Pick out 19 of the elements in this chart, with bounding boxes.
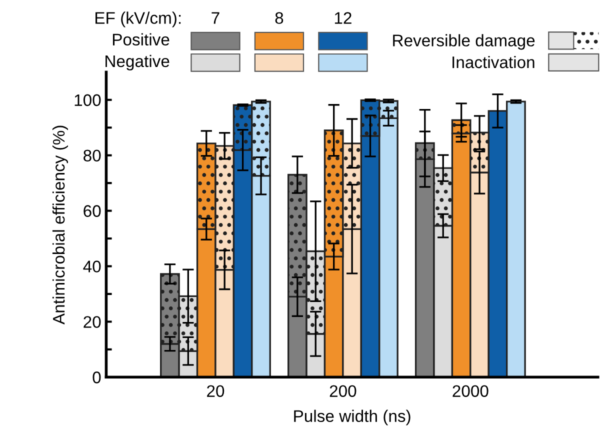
text: Negative (106, 54, 170, 70)
text: 12 (334, 12, 352, 24)
text: 200 (330, 385, 356, 398)
y-tick-label: 0 (92, 372, 101, 384)
legend-title: EF (kV/cm): (96, 12, 181, 28)
legend-label: Inactivation (452, 56, 534, 68)
y-tick-label: 20 (84, 316, 101, 328)
text: 20 (207, 385, 224, 398)
y-tick-label: 100 (74, 94, 101, 106)
text: 7 (212, 12, 220, 24)
x-axis-title: Pulse width (ns) (294, 410, 410, 426)
text: 8 (275, 12, 284, 24)
y-tick-label: 60 (84, 205, 101, 217)
y-axis-title: Antimicrobial efficiency (%) (52, 126, 68, 324)
text: 2000 (452, 385, 488, 398)
text: Positive (112, 33, 170, 46)
legend-label: Reversible damage (393, 34, 535, 50)
y-tick-label: 40 (83, 260, 101, 272)
y-tick-label: 80 (84, 150, 101, 162)
